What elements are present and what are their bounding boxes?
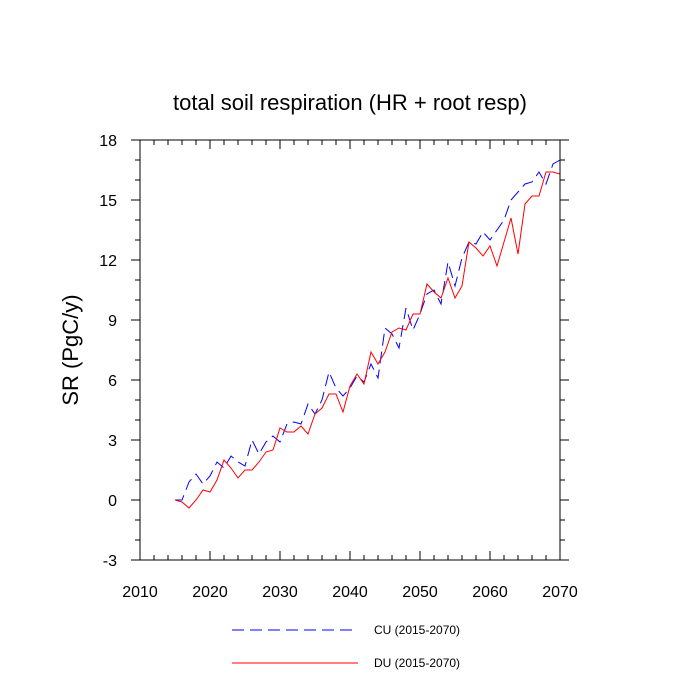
y-tick-label: -3 — [103, 553, 117, 570]
legend-label-du: DU (2015-2070) — [374, 656, 460, 670]
x-tick-label: 2030 — [262, 584, 298, 601]
x-tick-label: 2020 — [192, 584, 228, 601]
y-tick-label: 3 — [108, 433, 117, 450]
y-tick-label: 15 — [99, 193, 117, 210]
x-tick-label: 2050 — [402, 584, 438, 601]
x-tick-label: 2060 — [472, 584, 508, 601]
series-line-cu — [175, 159, 561, 501]
plot-layer: 2010 2020 2030 2040 2050 2060 2070 -3 0 3 6 9 12 15 18 — [99, 133, 578, 601]
x-tick-label: 2010 — [122, 584, 158, 601]
y-tick-label: 12 — [99, 253, 117, 270]
x-tick-label: 2040 — [332, 584, 368, 601]
plot-frame — [139, 139, 561, 561]
chart-title: total soil respiration (HR + root resp) — [173, 90, 527, 115]
x-tick-label: 2070 — [542, 584, 578, 601]
y-axis-title: SR (PgC/y) — [58, 294, 83, 405]
y-tick-label: 6 — [108, 373, 117, 390]
y-tick-label: 9 — [108, 313, 117, 330]
legend: CU (2015-2070) DU (2015-2070) — [232, 623, 460, 670]
y-tick-label: 0 — [108, 493, 117, 510]
series-line-du — [174, 171, 561, 509]
legend-label-cu: CU (2015-2070) — [374, 623, 460, 637]
y-tick-label: 18 — [99, 133, 117, 150]
